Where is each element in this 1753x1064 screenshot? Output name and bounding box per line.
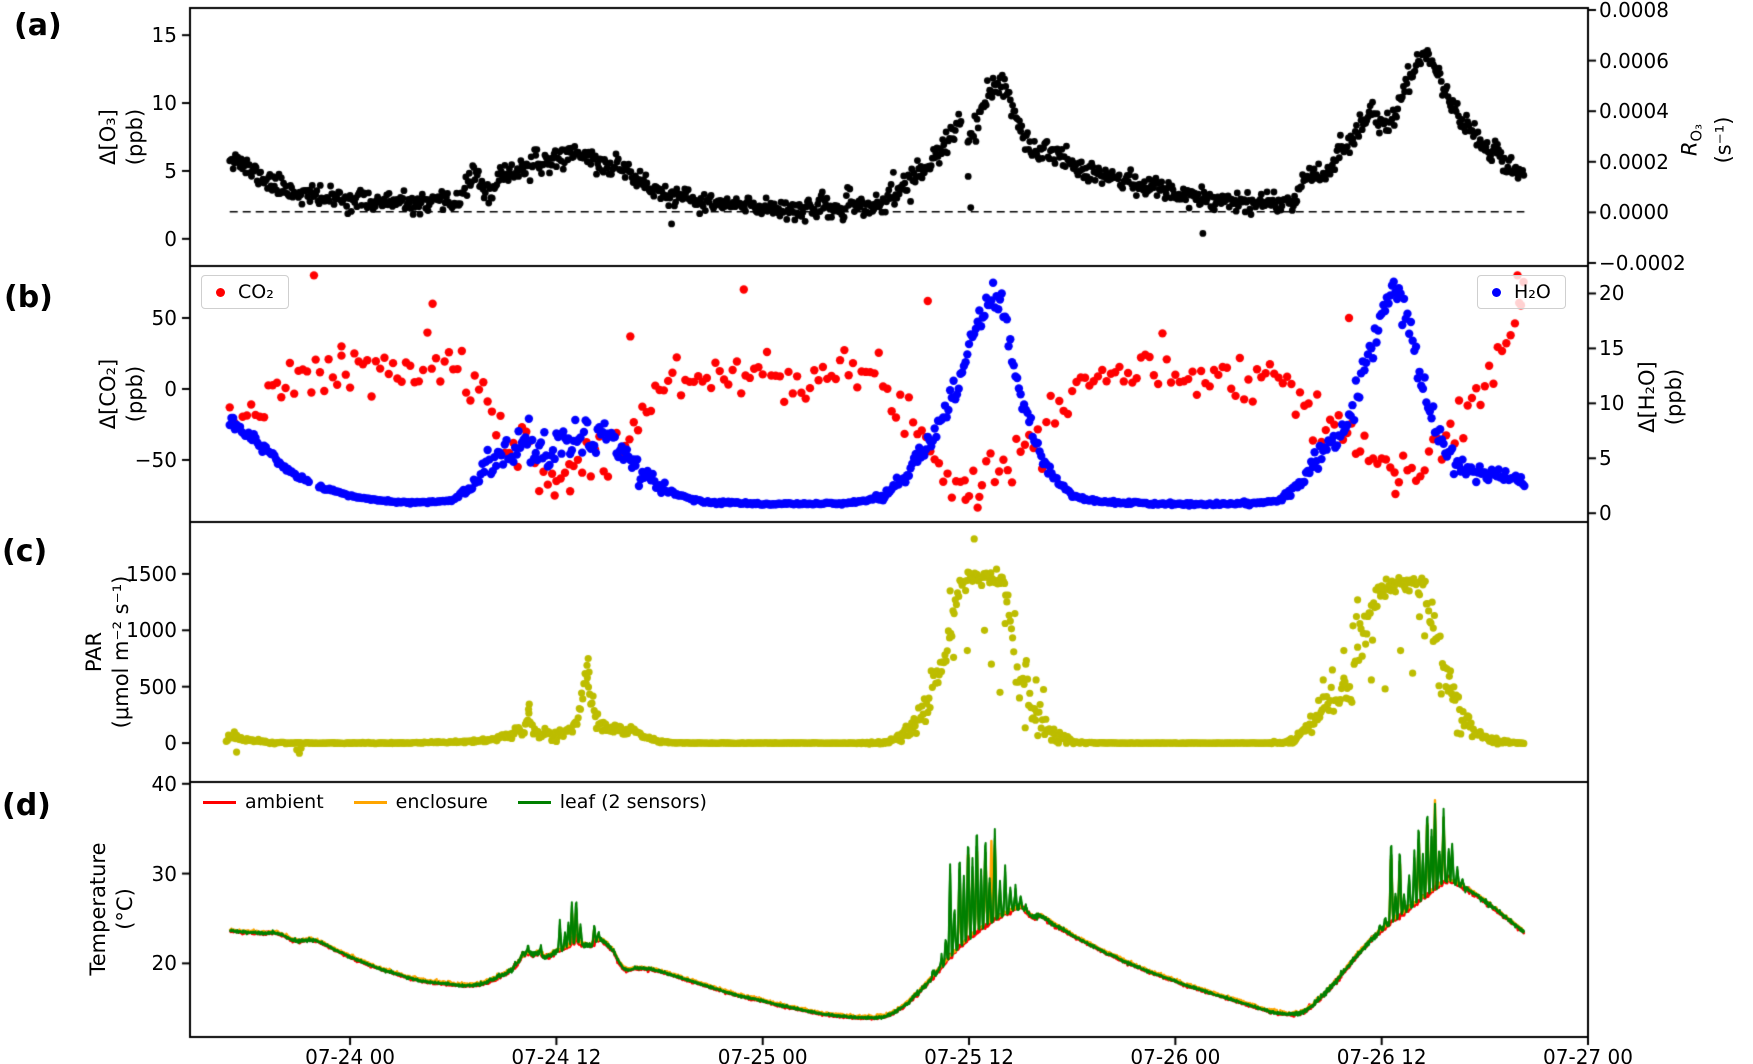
- tick-label: 10: [1599, 391, 1625, 416]
- panel-label-d: (d): [2, 788, 51, 823]
- legend-item-ambient[interactable]: ambient: [203, 791, 324, 813]
- tick-label: 5: [164, 158, 177, 183]
- tick-label: 15: [1599, 336, 1625, 361]
- tick-label: 0.0002: [1599, 149, 1669, 174]
- co2-marker-icon: [216, 287, 225, 297]
- tick-label: −50: [134, 447, 177, 472]
- x-tick-label: 07-27 00: [1543, 1045, 1633, 1064]
- y-axis-title-o3: Δ[O₃] (ppb): [95, 109, 149, 165]
- ambient-line-icon: [203, 800, 236, 804]
- tick-label: 0: [164, 376, 177, 401]
- panel-label-c: (c): [2, 534, 48, 569]
- y-axis-title-o3-line1: Δ[O₃]: [96, 109, 120, 165]
- x-tick-label: 07-25 12: [924, 1045, 1014, 1064]
- x-tick-label: 07-24 12: [511, 1045, 602, 1064]
- legend-enclosure-label: enclosure: [395, 791, 488, 813]
- y-axis-title-par-line2: (μmol m⁻² s⁻¹): [109, 575, 133, 729]
- legend-leaf-label: leaf (2 sensors): [559, 791, 707, 813]
- x-tick-label: 07-25 00: [717, 1045, 808, 1064]
- tick-label: 30: [151, 861, 177, 886]
- tick-label: 40: [151, 771, 177, 796]
- tick-label: 0.0004: [1599, 99, 1669, 124]
- tick-label: 20: [151, 951, 177, 976]
- tick-label: 500: [138, 674, 177, 699]
- tick-label: 15: [151, 23, 177, 48]
- legend-h2o[interactable]: H₂O: [1477, 275, 1566, 309]
- tick-label: 5: [1599, 446, 1612, 471]
- y-axis-title-ro3-line2: (s⁻¹): [1711, 116, 1736, 164]
- panel-label-a: (a): [14, 8, 62, 43]
- legend-item-leaf[interactable]: leaf (2 sensors): [517, 791, 707, 813]
- tick-label: 0: [1599, 501, 1612, 526]
- tick-label: 1500: [126, 561, 177, 586]
- y-axis-title-par: PAR (μmol m⁻² s⁻¹): [81, 576, 135, 729]
- legend-co2[interactable]: CO₂: [201, 275, 289, 309]
- tick-label: 0: [164, 731, 177, 756]
- legend-h2o-label: H₂O: [1514, 281, 1551, 303]
- panel-label-b: (b): [4, 280, 53, 315]
- x-tick-label: 07-24 00: [305, 1045, 396, 1064]
- tick-label: 0.0008: [1599, 0, 1669, 23]
- legend-item-enclosure[interactable]: enclosure: [353, 791, 488, 813]
- tick-label: 0.0006: [1599, 48, 1669, 73]
- x-tick-label: 07-26 00: [1130, 1045, 1221, 1064]
- tick-label: 50: [151, 305, 177, 330]
- enclosure-line-icon: [353, 800, 387, 804]
- h2o-marker-icon: [1492, 287, 1501, 297]
- legend-ambient-label: ambient: [245, 791, 324, 813]
- legend-co2-label: CO₂: [238, 281, 274, 303]
- tick-label: 1000: [126, 618, 177, 643]
- tick-label: 0.0000: [1599, 200, 1669, 225]
- tick-label: 10: [151, 91, 177, 116]
- y-axis-title-o3-line2: (ppb): [123, 108, 147, 166]
- tick-label: 20: [1599, 281, 1625, 306]
- leaf-line-icon: [517, 800, 551, 804]
- tick-label: 0: [164, 226, 177, 251]
- x-tick-label: 07-26 12: [1336, 1045, 1427, 1064]
- tick-label: −0.0002: [1599, 250, 1686, 275]
- legend-temperature: ambient enclosure leaf (2 sensors): [203, 791, 707, 813]
- y-axis-title-par-line1: PAR: [82, 631, 106, 673]
